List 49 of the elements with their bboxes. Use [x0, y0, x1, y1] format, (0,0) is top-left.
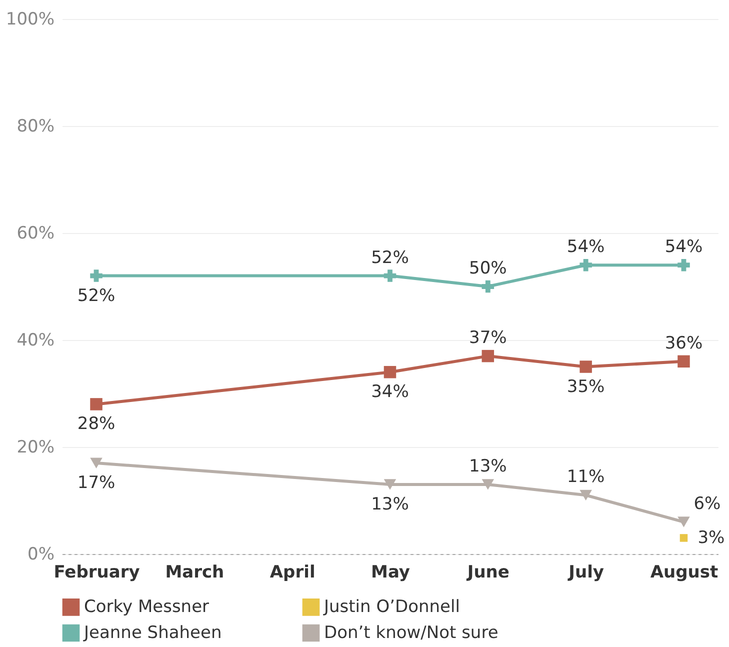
point: [90, 458, 102, 468]
y-tick-label: 0%: [28, 544, 54, 564]
y-tick-label: 80%: [16, 116, 54, 136]
point: [384, 366, 396, 378]
x-tick-label: February: [54, 562, 140, 582]
point: [580, 490, 592, 500]
point: [580, 360, 592, 373]
point: [90, 270, 102, 282]
x-tick-label: July: [568, 562, 604, 582]
point: [482, 280, 494, 293]
data-label: 50%: [469, 258, 507, 278]
point: [678, 258, 690, 272]
y-tick-label: 60%: [16, 224, 54, 244]
data-label: 13%: [469, 456, 507, 476]
point: [384, 270, 396, 282]
x-tick-label: June: [466, 562, 510, 582]
data-label: 34%: [371, 382, 409, 402]
point: [580, 258, 592, 272]
x-tick-label: March: [165, 562, 224, 582]
x-tick-label: April: [270, 562, 316, 582]
x-tick-label: August: [650, 562, 718, 582]
data-label: 35%: [566, 376, 605, 397]
legend-label: Justin O’Donnell: [323, 597, 460, 618]
point: [678, 516, 690, 528]
data-label: 17%: [77, 473, 116, 494]
legend-label: Corky Messner: [84, 597, 210, 618]
y-tick-label: 20%: [16, 438, 54, 458]
data-label: 52%: [371, 248, 409, 268]
data-label: 52%: [77, 286, 116, 306]
point: [482, 350, 494, 362]
data-label: 6%: [694, 494, 721, 514]
data-label: 3%: [698, 528, 725, 548]
data-label: 37%: [469, 328, 507, 348]
data-label: 54%: [566, 237, 605, 258]
data-label: 28%: [77, 414, 116, 434]
point: [678, 355, 690, 368]
y-tick-label: 100%: [6, 10, 54, 30]
legend-label: Jeanne Shaheen: [83, 623, 222, 643]
data-label: 36%: [664, 333, 703, 354]
point: [680, 534, 688, 542]
x-tick-label: May: [371, 562, 410, 582]
legend-label: Don’t know/Not sure: [324, 623, 498, 643]
point: [90, 398, 102, 410]
data-label: 13%: [371, 494, 409, 514]
point: [482, 479, 494, 490]
data-label: 11%: [566, 467, 605, 488]
y-tick-label: 40%: [16, 330, 54, 350]
data-label: 54%: [664, 237, 703, 258]
point: [384, 479, 396, 490]
